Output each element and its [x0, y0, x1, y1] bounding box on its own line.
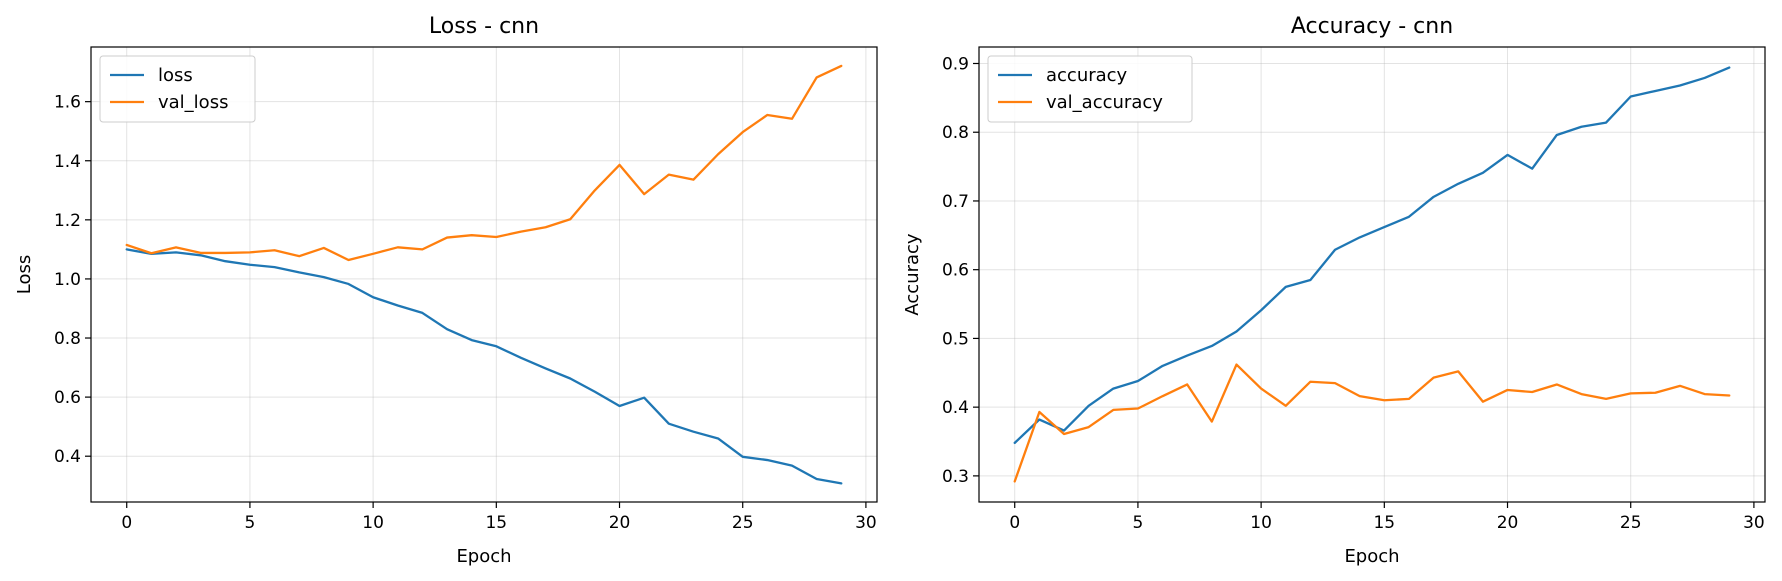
- accuracy-chart-series-accuracy-line: [1013, 66, 1731, 445]
- loss-chart-xtick-label: 15: [485, 513, 507, 533]
- accuracy-chart-ytick-label: 0.3: [942, 467, 969, 487]
- accuracy-chart-ytick-label: 0.7: [942, 192, 969, 212]
- accuracy-chart-title: Accuracy - cnn: [1291, 14, 1453, 39]
- loss-chart-ylabel: Loss: [14, 255, 35, 294]
- accuracy-chart-xtick-label: 25: [1620, 513, 1642, 533]
- loss-chart-ytick-label: 1.2: [54, 211, 81, 231]
- accuracy-chart-ytick-label: 0.8: [942, 123, 969, 143]
- loss-chart-ytick-label: 1.4: [54, 152, 81, 172]
- loss-chart-xtick-label: 5: [245, 513, 256, 533]
- accuracy-chart-xticks: 0 5 10 15 20 25 30: [1009, 502, 1765, 533]
- loss-chart-ytick-label: 0.4: [54, 447, 81, 467]
- loss-chart-frame: [90, 46, 878, 503]
- accuracy-chart-ylabel: Accuracy: [902, 233, 923, 316]
- loss-chart-yticks: 0.4 0.6 0.8 1.0 1.2 1.4 1.6: [54, 93, 91, 467]
- accuracy-chart-xtick-label: 10: [1250, 513, 1272, 533]
- loss-chart-series-val-loss-line: [125, 64, 843, 262]
- loss-chart-xtick-label: 25: [732, 513, 754, 533]
- accuracy-chart-legend-label: accuracy: [1046, 65, 1128, 86]
- loss-chart-ytick-label: 1.6: [54, 93, 81, 113]
- accuracy-chart-xtick-label: 30: [1743, 513, 1765, 533]
- loss-chart-xtick-label: 10: [362, 513, 384, 533]
- accuracy-chart-xtick-label: 15: [1373, 513, 1395, 533]
- accuracy-chart-ytick-label: 0.5: [942, 329, 969, 349]
- loss-chart-ytick-label: 0.8: [54, 329, 81, 349]
- loss-chart-series: [125, 64, 843, 485]
- loss-chart-legend-label: loss: [158, 65, 193, 86]
- loss-chart-legend-box: [99, 55, 256, 123]
- accuracy-chart-grid: [979, 47, 1765, 502]
- accuracy-chart-xtick-label: 5: [1133, 513, 1144, 533]
- accuracy-chart-xlabel: Epoch: [1344, 546, 1399, 567]
- accuracy-chart-frame: [978, 46, 1766, 503]
- accuracy-chart-legend-label: val_accuracy: [1046, 92, 1163, 113]
- loss-chart-xtick-label: 20: [609, 513, 631, 533]
- loss-chart-grid: [91, 47, 877, 502]
- loss-chart-xticks: 0 5 10 15 20 25 30: [121, 502, 877, 533]
- accuracy-chart-legend: accuracy val_accuracy: [987, 55, 1193, 123]
- loss-chart-xtick-label: 30: [855, 513, 877, 533]
- accuracy-chart-series-val-accuracy-line: [1013, 363, 1731, 483]
- loss-chart-xtick-label: 0: [121, 513, 132, 533]
- loss-chart-legend: loss val_loss: [99, 55, 256, 123]
- loss-chart-ytick-label: 1.0: [54, 270, 81, 290]
- loss-chart-xlabel: Epoch: [456, 546, 511, 567]
- accuracy-chart-series: [1013, 66, 1731, 483]
- accuracy-chart-xtick-label: 0: [1009, 513, 1020, 533]
- accuracy-chart: Accuracy - cnn 0 5 10 15 20 25 30 0.3 0.4 0.5 0.6…: [902, 14, 1766, 567]
- loss-chart-series-loss-line: [125, 248, 843, 485]
- loss-chart-legend-label: val_loss: [158, 92, 228, 113]
- accuracy-chart-ytick-label: 0.4: [942, 398, 969, 418]
- loss-chart-ytick-label: 0.6: [54, 388, 81, 408]
- accuracy-chart-legend-box: [987, 55, 1193, 123]
- accuracy-chart-ytick-label: 0.9: [942, 54, 969, 74]
- accuracy-chart-xtick-label: 20: [1497, 513, 1519, 533]
- accuracy-chart-ytick-label: 0.6: [942, 261, 969, 281]
- loss-chart-title: Loss - cnn: [429, 14, 539, 39]
- accuracy-chart-yticks: 0.3 0.4 0.5 0.6 0.7 0.8 0.9: [942, 54, 979, 487]
- loss-chart: Loss - cnn 0 5 10 15 20 25 30 0.4 0.6 0.8 1.0 1.2 1…: [14, 14, 878, 567]
